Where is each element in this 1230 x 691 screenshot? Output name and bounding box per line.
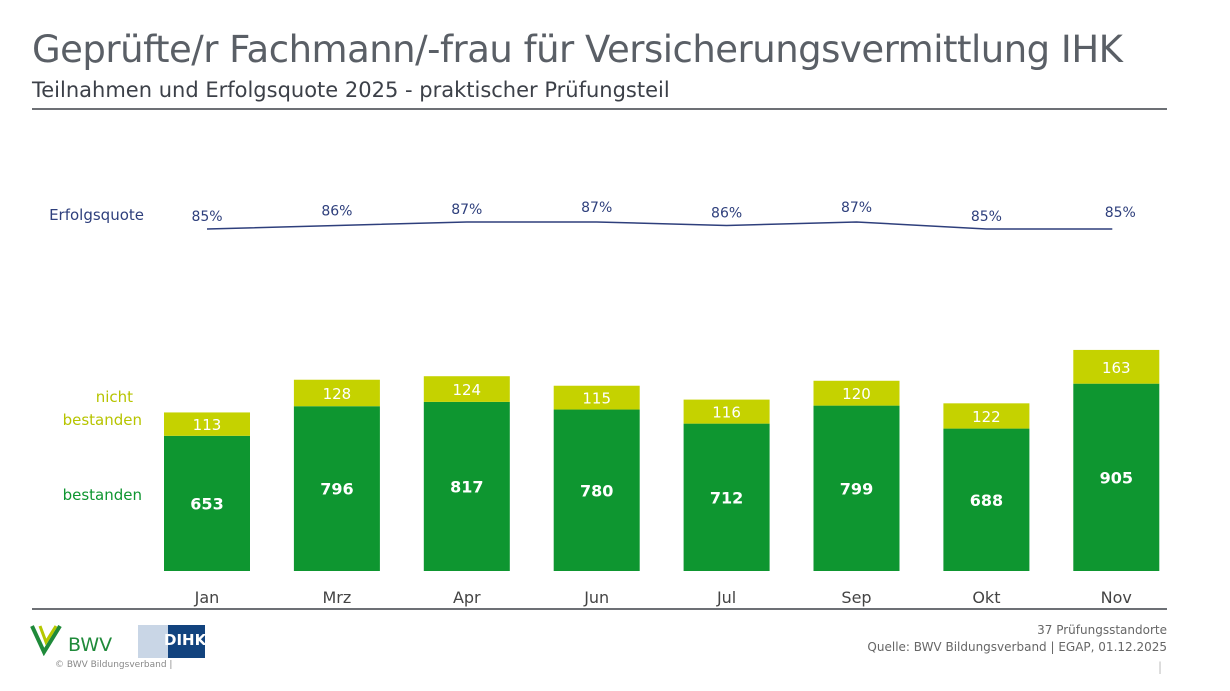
- bar-nicht-bestanden: [423, 376, 510, 402]
- bar-bestanden: [423, 401, 510, 571]
- data-label-bestanden: 712: [710, 488, 743, 507]
- bar-bestanden: [683, 423, 770, 571]
- source-note: Quelle: BWV Bildungsverband | EGAP, 01.1…: [867, 640, 1167, 654]
- legend-nicht-bestanden: nicht: [96, 388, 133, 406]
- x-tick-label: Okt: [972, 588, 1000, 607]
- data-label-bestanden: 817: [450, 477, 483, 496]
- bar-bestanden: [293, 406, 380, 571]
- bar-bestanden: [1073, 383, 1160, 571]
- bar-nicht-bestanden: [1073, 349, 1160, 384]
- bar-nicht-bestanden: [943, 403, 1030, 429]
- x-tick-label: Jan: [194, 588, 220, 607]
- data-label-bestanden: 905: [1100, 468, 1133, 487]
- bar-nicht-bestanden: [553, 385, 640, 410]
- line-data-label: 86%: [321, 204, 352, 220]
- data-label-bestanden: 799: [840, 479, 873, 498]
- bar-bestanden: [813, 405, 900, 571]
- bar-bestanden: [943, 428, 1030, 571]
- bar-nicht-bestanden: [293, 379, 380, 407]
- x-tick-label: Sep: [841, 588, 871, 607]
- data-label-nicht-bestanden: 122: [972, 408, 1001, 426]
- data-label-nicht-bestanden: 115: [582, 390, 611, 408]
- line-data-label: 87%: [841, 200, 872, 216]
- data-label-nicht-bestanden: 120: [842, 385, 871, 403]
- data-label-bestanden: 796: [320, 480, 353, 499]
- x-tick-label: Jul: [716, 588, 736, 607]
- bar-nicht-bestanden: [683, 399, 770, 424]
- line-data-label: 86%: [711, 206, 742, 222]
- legend-erfolgsquote: Erfolgsquote: [49, 206, 144, 224]
- erfolgsquote-line: [206, 221, 1113, 230]
- bwv-logo: BWV: [30, 624, 112, 660]
- x-tick-label: Jun: [583, 588, 609, 607]
- line-data-label: 85%: [1105, 205, 1136, 221]
- line-data-label: 87%: [451, 202, 482, 218]
- legend-bestanden: bestanden: [63, 486, 142, 504]
- copyright: © BWV Bildungsverband |: [55, 660, 173, 670]
- line-data-label: 87%: [581, 200, 612, 216]
- data-label-bestanden: 653: [190, 494, 223, 513]
- data-label-nicht-bestanden: 163: [1102, 359, 1131, 377]
- x-tick-label: Apr: [453, 588, 481, 607]
- legend-nicht-bestanden-2: bestanden: [63, 411, 142, 429]
- data-label-nicht-bestanden: 128: [323, 385, 352, 403]
- line-data-label: 85%: [971, 209, 1002, 225]
- bar-bestanden: [553, 409, 640, 571]
- bar-nicht-bestanden: [813, 380, 900, 406]
- header-divider: [32, 108, 1167, 110]
- data-label-nicht-bestanden: 124: [452, 381, 481, 399]
- page-title: Geprüfte/r Fachmann/-frau für Versicheru…: [32, 28, 1123, 71]
- page-subtitle: Teilnahmen und Erfolgsquote 2025 - prakt…: [32, 78, 670, 102]
- x-tick-label: Nov: [1101, 588, 1132, 607]
- data-label-bestanden: 688: [970, 491, 1003, 510]
- page-separator: |: [1157, 660, 1162, 674]
- data-label-nicht-bestanden: 116: [712, 404, 741, 422]
- footer-divider: [32, 608, 1167, 610]
- line-data-label: 85%: [191, 209, 222, 225]
- dihk-logo: DIHK: [138, 625, 207, 658]
- bwv-logo-text: BWV: [68, 634, 113, 656]
- data-label-bestanden: 780: [580, 481, 613, 500]
- x-tick-label: Mrz: [323, 588, 352, 607]
- bar-nicht-bestanden: [164, 412, 250, 436]
- dihk-logo-text: DIHK: [164, 631, 207, 649]
- data-label-nicht-bestanden: 113: [193, 416, 222, 434]
- bar-bestanden: [164, 435, 250, 571]
- locations-note: 37 Prüfungsstandorte: [1037, 623, 1167, 637]
